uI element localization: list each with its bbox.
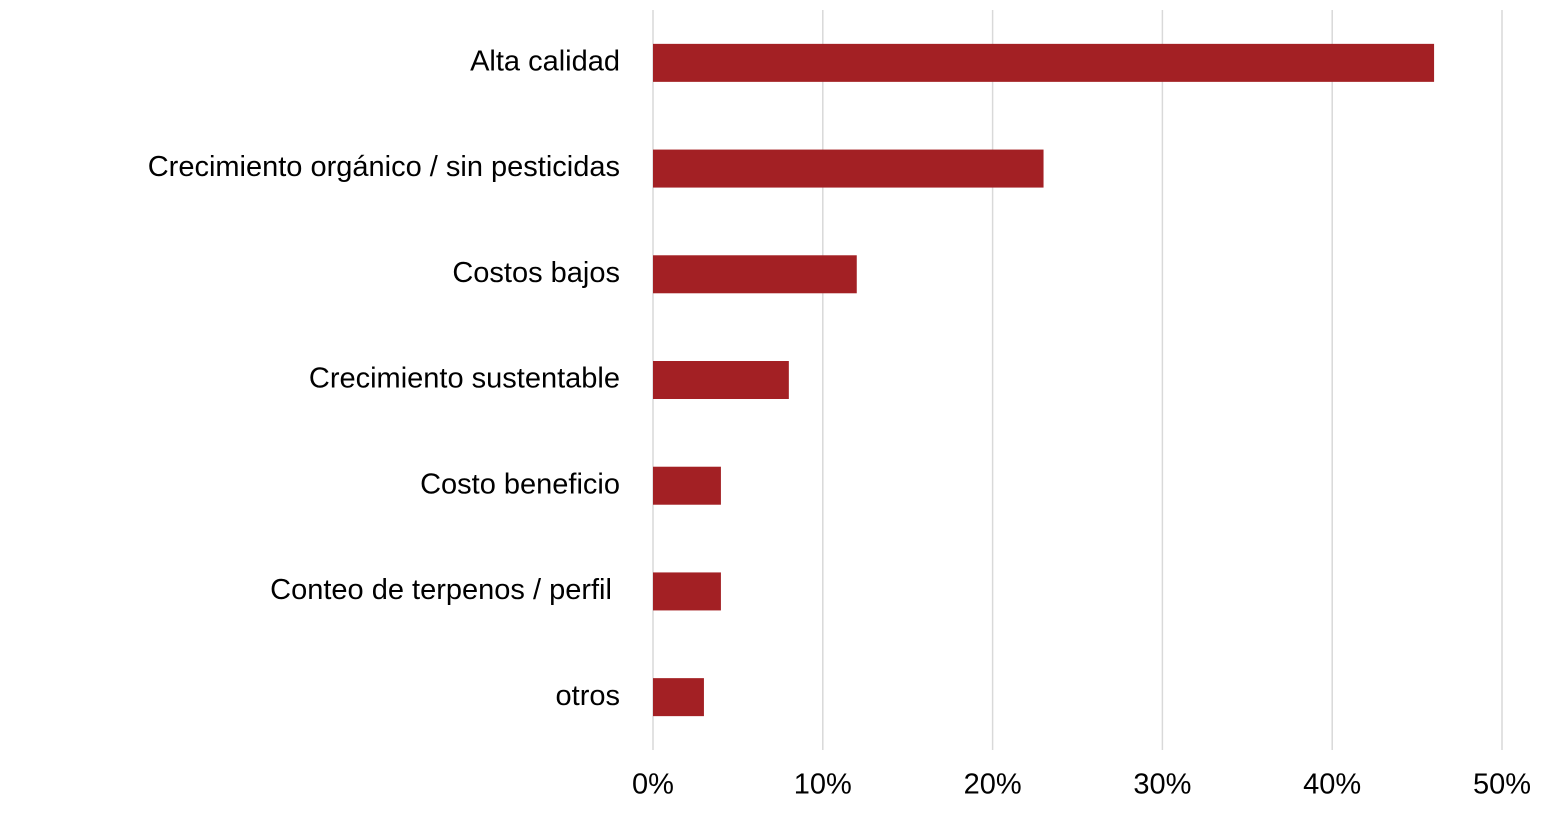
y-tick-label: otros [556,680,620,712]
bar [653,149,1044,188]
x-tick-label: 0% [632,769,674,801]
x-tick-label: 30% [1133,769,1191,801]
bar [653,678,704,717]
y-tick-label: Conteo de terpenos / perfil [270,574,620,606]
x-tick-label: 50% [1473,769,1531,801]
y-tick-label: Crecimiento sustentable [309,363,620,395]
bar [653,361,789,399]
y-tick-label: Costos bajos [452,257,620,289]
x-tick-label: 40% [1303,769,1361,801]
bar [653,466,721,505]
y-tick-label: Crecimiento orgánico / sin pesticidas [148,151,620,183]
bar [653,43,1435,82]
y-tick-label: Alta calidad [470,46,620,78]
x-tick-label: 20% [964,769,1022,801]
y-tick-label: Costo beneficio [420,468,620,500]
bar [653,572,721,611]
bar [653,255,857,294]
x-tick-label: 10% [794,769,852,801]
